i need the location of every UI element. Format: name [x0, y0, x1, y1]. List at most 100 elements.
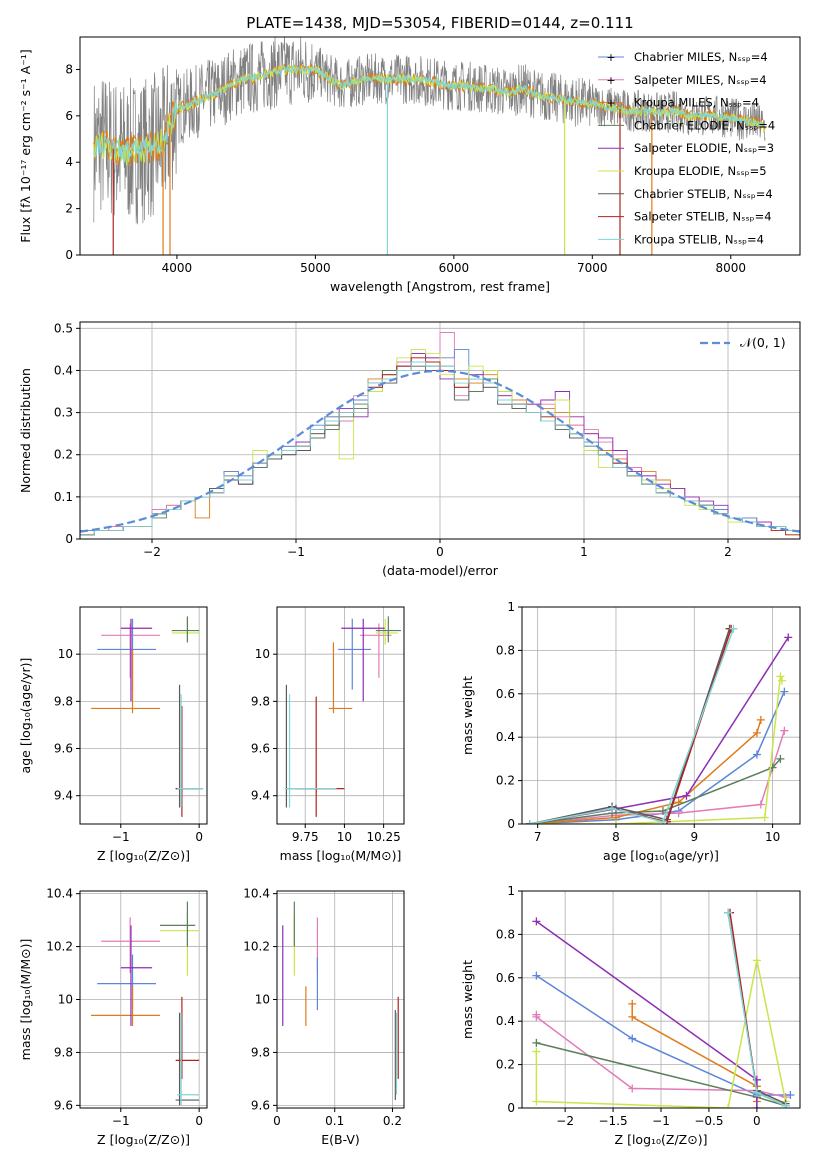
x-tick-label: 0: [195, 830, 203, 844]
y-tick-label: 0.4: [496, 730, 515, 744]
mass-weight-line: [729, 912, 786, 1107]
legend-marker: +: [606, 97, 615, 110]
mass-vs-extinction-panel: 0 0.1 0.2 9.6 9.8 10 10.2 10.4 E(B-V): [243, 887, 405, 1147]
x-axis-label: Z [log₁₀(Z/Z⊙)]: [97, 1132, 190, 1147]
mass-weight-marker: [784, 633, 793, 642]
x-tick-label: 10: [765, 830, 780, 844]
y-axis-label: mass weight: [460, 676, 475, 755]
y-axis-label: mass weight: [460, 960, 475, 1039]
y-tick-label: 0.8: [496, 927, 515, 941]
y-axis-label: Flux [fλ 10⁻¹⁷ erg cm⁻² s⁻¹ A⁻¹]: [18, 49, 33, 242]
x-axis-label: E(B-V): [321, 1132, 360, 1147]
x-axis-label: Z [log₁₀(Z/Z⊙)]: [97, 848, 190, 863]
mass-weight-marker: [628, 1012, 637, 1021]
x-tick-label: 9: [690, 830, 698, 844]
mass-weight-line: [529, 691, 785, 824]
mass-weight-marker: [776, 672, 785, 681]
legend-label: 𝒩(0, 1): [740, 335, 786, 350]
y-tick-label: 0.2: [496, 774, 515, 788]
x-tick-label: 0: [273, 1114, 281, 1128]
x-tick-label: −1: [287, 545, 305, 559]
legend-label: Kroupa MILES, Nₛₛₚ=4: [634, 96, 759, 110]
mass-weight-line: [529, 628, 731, 824]
mass-weight-marker: [780, 687, 789, 696]
x-tick-label: 6000: [439, 261, 470, 275]
y-tick-label: 0.2: [496, 1058, 515, 1072]
mass-weight-marker: [628, 999, 637, 1008]
y-axis-label: age [log₁₀(age/yr)]: [18, 658, 33, 774]
plot-area: [93, 37, 766, 255]
y-tick-label: 10: [255, 647, 270, 661]
x-tick-label: −1: [112, 1114, 130, 1128]
x-tick-label: 8000: [715, 261, 746, 275]
y-tick-label: 0: [65, 248, 73, 262]
axes-frame: [521, 890, 801, 1109]
y-tick-label: 0.5: [54, 321, 73, 335]
mass-weight-marker: [628, 1034, 637, 1043]
massweight-vs-metallicity-panel: −2 −1.5 −1 −0.5 0 0 0.2 0.4 0.6 0.8 1 Z [log₁₀(Z/Z⊙…: [460, 884, 801, 1147]
y-tick-label: 10.4: [243, 887, 270, 901]
y-tick-label: 0.2: [54, 448, 73, 462]
x-tick-label: 0: [753, 1114, 761, 1128]
mass-weight-marker: [724, 908, 733, 917]
y-tick-label: 0: [507, 817, 515, 831]
legend-label: Salpeter ELODIE, Nₛₛₚ=3: [634, 141, 774, 155]
x-axis-label: Z [log₁₀(Z/Z⊙)]: [615, 1132, 708, 1147]
mass-weight-marker: [525, 820, 534, 824]
mass-weight-marker: [608, 804, 617, 813]
y-axis-label: Normed distribution: [18, 368, 33, 493]
mass-weight-marker: [752, 750, 761, 759]
mass-weight-marker: [752, 1088, 761, 1097]
x-tick-label: 1: [580, 545, 588, 559]
y-tick-label: 9.6: [251, 742, 270, 756]
mass-weight-marker: [532, 1038, 541, 1047]
x-tick-label: 5000: [300, 261, 331, 275]
y-tick-label: 0.6: [496, 971, 515, 985]
y-tick-label: 9.6: [54, 742, 73, 756]
mass-weight-line: [529, 636, 789, 824]
mass-weight-line: [529, 628, 735, 824]
y-tick-label: 9.4: [54, 789, 73, 803]
mass-weight-marker: [532, 917, 541, 926]
mass-weight-marker: [781, 1101, 790, 1108]
y-tick-label: 0.1: [54, 490, 73, 504]
axes-frame: [276, 606, 405, 825]
axes-frame: [79, 606, 208, 825]
axes-frame: [79, 321, 801, 540]
spectrum-panel: 4000 5000 6000 7000 8000 0 2 4 6 8 wavelength [Ang…: [18, 36, 801, 294]
x-tick-label: −1.5: [598, 1114, 627, 1128]
axes-frame: [276, 890, 405, 1109]
plot-area: [532, 908, 795, 1108]
legend-label: Kroupa ELODIE, Nₛₛₚ=5: [634, 164, 767, 178]
histogram-step: [80, 361, 800, 539]
plot-area: [90, 616, 204, 817]
x-tick-label: 0.2: [383, 1114, 402, 1128]
legend-label: Salpeter MILES, Nₛₛₚ=4: [634, 73, 767, 87]
x-tick-label: 9.75: [292, 830, 319, 844]
y-tick-label: 0.4: [496, 1014, 515, 1028]
plot-area: [525, 624, 793, 824]
y-tick-label: 9.4: [251, 789, 270, 803]
x-tick-label: 0.1: [325, 1114, 344, 1128]
x-tick-label: −1: [112, 830, 130, 844]
y-tick-label: 10: [255, 993, 270, 1007]
observed-spectrum-line: [93, 37, 766, 225]
y-tick-label: 6: [65, 109, 73, 123]
legend-label: Chabrier STELIB, Nₛₛₚ=4: [634, 187, 773, 201]
mass-weight-marker: [674, 809, 683, 818]
mass-weight-marker: [776, 754, 785, 763]
x-tick-label: −2: [143, 545, 161, 559]
mass-weight-line: [535, 960, 787, 1108]
mass-weight-marker: [658, 806, 667, 815]
x-tick-label: 7: [534, 830, 542, 844]
y-tick-label: 8: [65, 62, 73, 76]
y-tick-label: 2: [65, 202, 73, 216]
mass-weight-marker: [532, 971, 541, 980]
y-tick-label: 1: [507, 600, 515, 614]
x-axis-label: mass [log₁₀(M/M⊙)]: [280, 848, 402, 863]
y-tick-label: 0.6: [496, 687, 515, 701]
y-tick-label: 9.8: [54, 694, 73, 708]
mass-weight-marker: [752, 728, 761, 737]
residual-histogram-panel: −2 −1 0 1 2 0 0.1 0.2 0.3 0.4 0.5 (data-model)/erro…: [18, 321, 801, 578]
x-tick-label: 0: [195, 1114, 203, 1128]
